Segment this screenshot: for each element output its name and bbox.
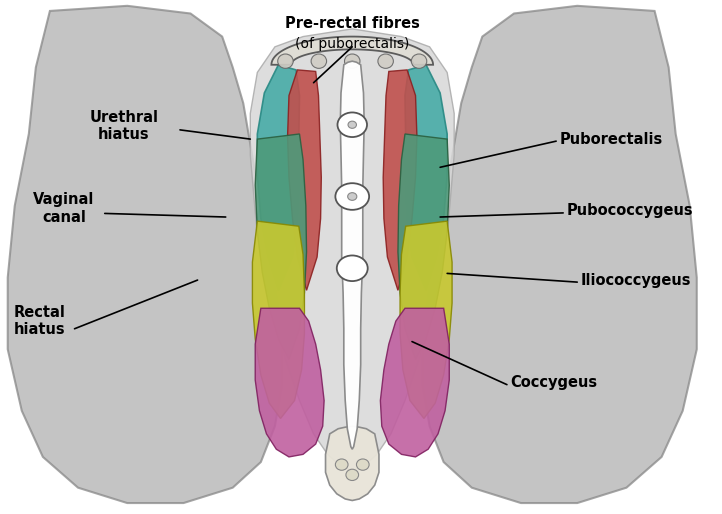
Ellipse shape	[278, 54, 293, 68]
Ellipse shape	[336, 459, 348, 470]
Text: Pubococcygeus: Pubococcygeus	[567, 204, 693, 218]
Ellipse shape	[336, 183, 369, 210]
Polygon shape	[255, 308, 324, 457]
Text: Coccygeus: Coccygeus	[510, 375, 598, 390]
Polygon shape	[251, 29, 454, 470]
Ellipse shape	[346, 469, 359, 481]
Ellipse shape	[412, 54, 427, 68]
Ellipse shape	[311, 54, 326, 68]
Polygon shape	[271, 36, 433, 65]
Polygon shape	[383, 70, 417, 290]
Polygon shape	[257, 65, 300, 290]
Ellipse shape	[344, 54, 360, 68]
Text: Puborectalis: Puborectalis	[560, 132, 663, 146]
Polygon shape	[287, 70, 321, 290]
Ellipse shape	[348, 121, 357, 128]
Polygon shape	[340, 61, 364, 449]
Polygon shape	[400, 221, 452, 418]
Polygon shape	[380, 308, 449, 457]
Text: Urethral
hiatus: Urethral hiatus	[90, 110, 158, 142]
Polygon shape	[398, 134, 449, 359]
Polygon shape	[326, 426, 379, 501]
Polygon shape	[405, 65, 447, 290]
Ellipse shape	[378, 54, 393, 68]
Ellipse shape	[357, 459, 369, 470]
Polygon shape	[422, 6, 697, 503]
Text: Vaginal
canal: Vaginal canal	[33, 192, 95, 225]
Polygon shape	[253, 221, 305, 418]
Ellipse shape	[336, 255, 367, 281]
Text: Rectal
hiatus: Rectal hiatus	[14, 305, 65, 337]
Text: Iliococcygeus: Iliococcygeus	[580, 272, 691, 287]
Text: Pre-rectal fibres: Pre-rectal fibres	[284, 16, 419, 31]
Text: (of puborectalis): (of puborectalis)	[295, 38, 409, 51]
Polygon shape	[8, 6, 282, 503]
Ellipse shape	[348, 193, 357, 200]
Ellipse shape	[337, 113, 367, 137]
Polygon shape	[255, 134, 307, 359]
